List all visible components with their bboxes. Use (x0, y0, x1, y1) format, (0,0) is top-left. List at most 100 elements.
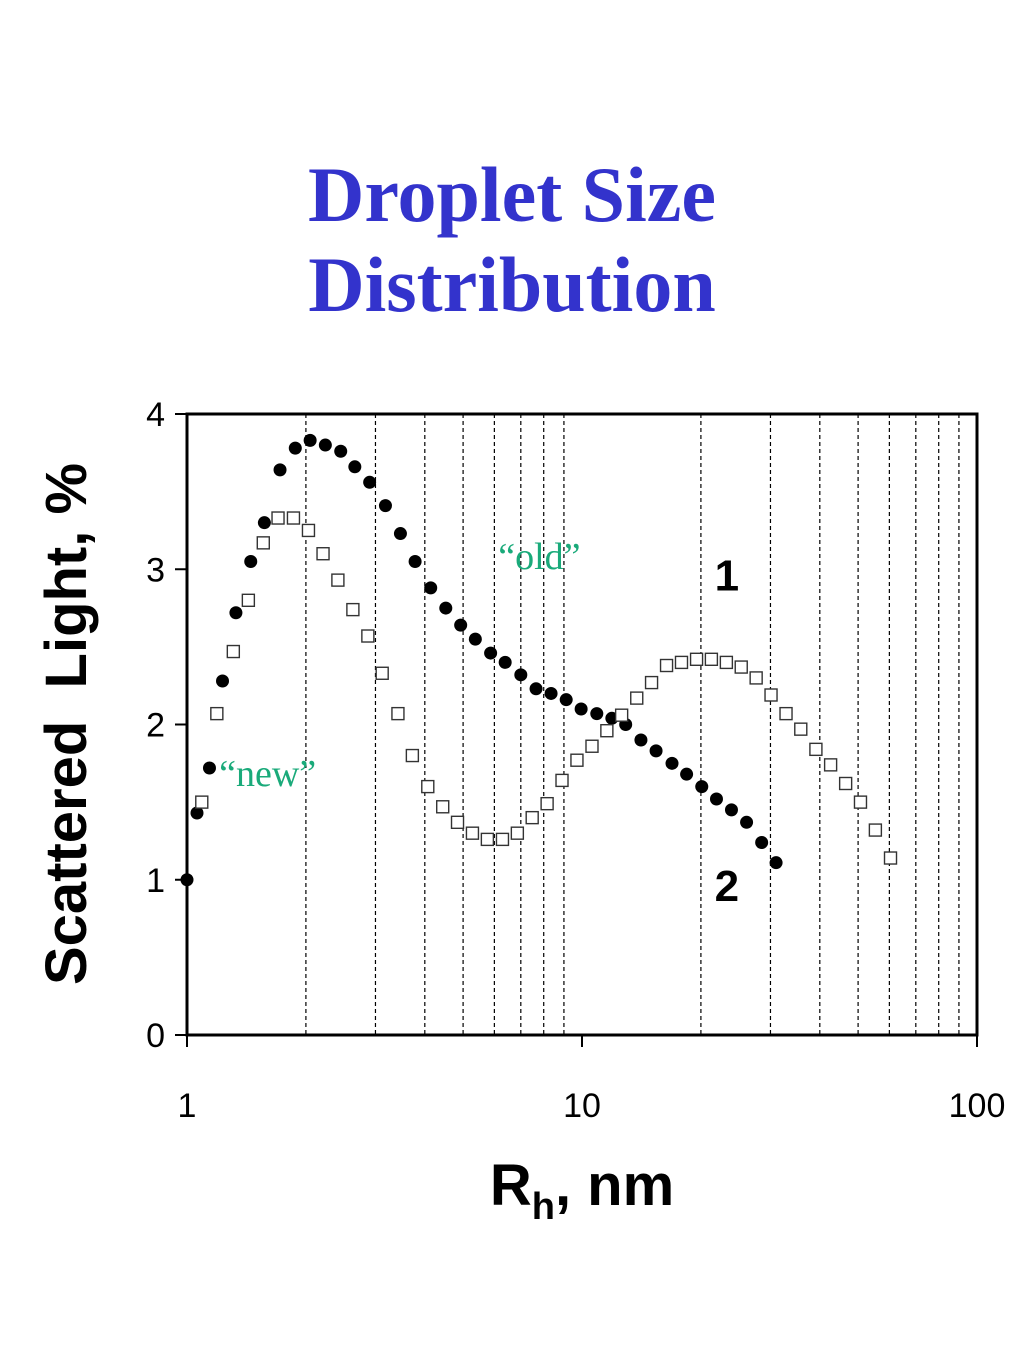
data-point (514, 668, 528, 682)
curve-label: 2 (715, 862, 739, 911)
x-axis-label: Rh, nm (490, 1153, 674, 1228)
data-point (838, 776, 853, 791)
data-point (465, 826, 480, 840)
data-point (883, 851, 898, 865)
x-tick-label: 1 (178, 1087, 197, 1125)
title-line-1: Droplet Size (308, 151, 716, 238)
data-point (529, 682, 543, 696)
data-point (271, 511, 285, 525)
data-point (590, 707, 604, 721)
data-point (719, 655, 734, 670)
data-point (241, 593, 256, 607)
data-point (525, 810, 539, 825)
data-point (585, 739, 599, 753)
data-point (318, 438, 332, 452)
data-point (709, 792, 723, 806)
data-point (378, 499, 392, 513)
data-point (665, 756, 679, 770)
data-point (331, 573, 345, 587)
data-point (257, 516, 271, 530)
data-point (649, 744, 663, 758)
data-point (544, 686, 558, 700)
data-point (454, 618, 468, 632)
title-line-2: Distribution (308, 241, 716, 328)
data-point (495, 832, 510, 847)
data-point (498, 655, 512, 669)
series-open-squares (195, 511, 898, 865)
data-point (764, 688, 778, 702)
data-point (421, 779, 435, 794)
vertical-gridlines (305, 414, 960, 1035)
data-point (229, 606, 243, 620)
data-point (794, 722, 808, 736)
data-point (393, 527, 407, 541)
data-point (853, 795, 868, 809)
data-point (510, 826, 525, 840)
data-point (680, 767, 694, 781)
data-point (779, 706, 793, 721)
chart-labels: Scattered Light, % Rh, nm 1 2 “old” “new” (34, 463, 739, 1228)
data-point (286, 511, 301, 525)
data-point (724, 803, 738, 817)
y-tick-label: 1 (146, 862, 165, 900)
data-point (734, 660, 748, 674)
data-point (540, 796, 554, 811)
data-point (674, 655, 689, 670)
data-point (363, 475, 377, 489)
annotation: “old” (498, 536, 580, 578)
data-point (809, 742, 823, 757)
data-point (405, 748, 420, 763)
data-point (749, 671, 763, 685)
data-point (740, 815, 754, 829)
y-axis-label: Scattered Light, % (34, 463, 99, 985)
data-point (210, 706, 224, 721)
series-filled-circles (180, 433, 783, 887)
data-point (301, 523, 316, 538)
data-point (226, 644, 241, 659)
data-point (408, 554, 422, 568)
data-point (273, 463, 287, 477)
data-point (868, 823, 883, 837)
data-point (755, 835, 769, 849)
data-point (695, 780, 709, 794)
data-point (361, 629, 375, 643)
data-point (303, 433, 317, 447)
data-point (689, 652, 704, 666)
data-point (630, 691, 644, 705)
annotation: “new” (219, 753, 316, 795)
data-point (316, 547, 330, 561)
data-point (570, 753, 584, 767)
data-point (468, 632, 482, 646)
data-point (823, 758, 838, 772)
data-point (436, 800, 450, 814)
data-point (439, 601, 453, 615)
data-point (288, 441, 302, 455)
data-point (375, 666, 389, 680)
x-tick-label: 100 (949, 1087, 1006, 1125)
data-point (346, 602, 360, 617)
data-point (256, 536, 270, 550)
data-point (450, 815, 465, 830)
data-point (202, 761, 216, 775)
data-point (190, 806, 204, 820)
data-point (659, 658, 674, 673)
data-point (704, 652, 719, 666)
page-title: Droplet Size Distribution (0, 150, 1024, 330)
data-point (614, 708, 629, 722)
data-point (244, 554, 258, 568)
data-point (391, 706, 405, 721)
data-point (334, 444, 348, 458)
data-point (769, 856, 783, 870)
curve-label: 1 (715, 551, 739, 600)
data-point (348, 460, 362, 474)
y-tick-label: 3 (146, 551, 165, 589)
data-point (216, 674, 230, 688)
data-point (195, 795, 209, 809)
data-series (180, 433, 898, 887)
data-point (555, 773, 569, 788)
data-point (644, 675, 659, 690)
y-tick-label: 0 (146, 1017, 165, 1055)
data-point (424, 581, 438, 595)
